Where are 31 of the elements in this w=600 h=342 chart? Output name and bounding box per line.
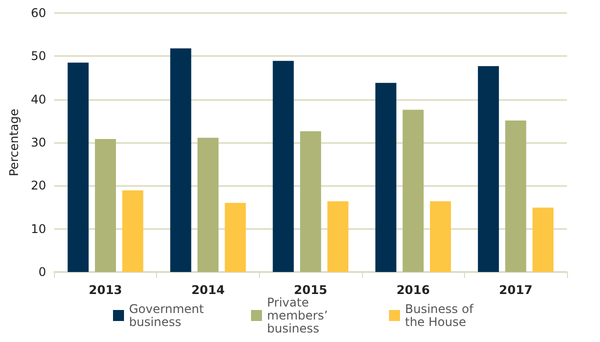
bar xyxy=(430,201,451,272)
legend-label: Government business xyxy=(129,302,208,329)
x-tick-label: 2017 xyxy=(499,283,532,297)
bar xyxy=(122,190,144,272)
bar xyxy=(532,208,554,272)
bar xyxy=(402,110,424,272)
bar xyxy=(327,201,348,272)
x-tick-label: 2015 xyxy=(294,283,328,297)
bar xyxy=(68,62,89,272)
bar xyxy=(272,60,294,272)
y-tick-label: 60 xyxy=(30,6,46,20)
bar xyxy=(224,202,246,272)
y-tick-label: 10 xyxy=(30,222,46,236)
bar xyxy=(94,139,116,272)
bar xyxy=(170,48,192,272)
legend-label: Business of the House xyxy=(405,302,478,329)
bar xyxy=(300,131,322,272)
x-tick-label: 2014 xyxy=(191,283,225,297)
bar xyxy=(505,120,526,272)
legend-label: Private members’ business xyxy=(267,296,332,336)
x-tick-label: 2013 xyxy=(88,283,122,297)
x-tick-label: 2016 xyxy=(396,283,430,297)
y-tick-label: 30 xyxy=(30,136,46,150)
y-tick-label: 0 xyxy=(38,265,46,279)
y-tick-label: 20 xyxy=(30,178,46,193)
bar xyxy=(375,82,396,272)
y-axis-title: Percentage xyxy=(7,108,21,176)
y-tick-label: 50 xyxy=(30,49,46,64)
bar xyxy=(198,138,219,272)
bar xyxy=(478,66,499,272)
y-tick-label: 40 xyxy=(30,92,46,106)
